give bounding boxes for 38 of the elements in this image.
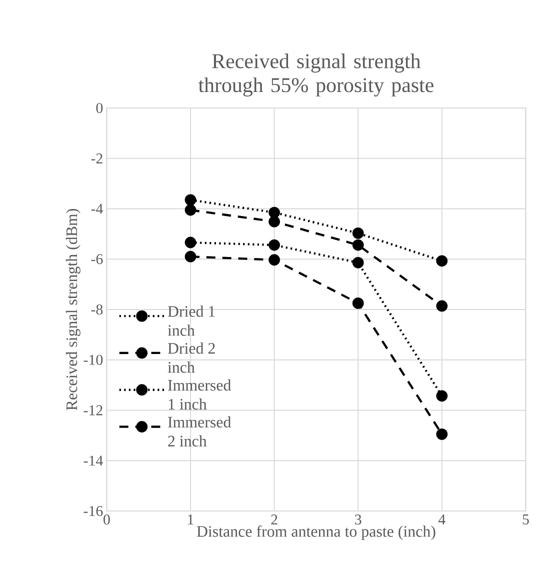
y-tick-label: -10: [84, 354, 103, 365]
y-tick-label: -16: [84, 506, 103, 516]
y-tick-label: -12: [84, 405, 102, 416]
point: [184, 236, 196, 248]
y-tick-label: -6: [91, 254, 103, 264]
x-tick-label: 1: [188, 514, 194, 524]
x-tick-label: 5: [522, 514, 529, 524]
x-tick-label: 4: [438, 514, 446, 524]
x-tick-label: 2: [271, 514, 278, 524]
y-tick-label: -2: [91, 153, 102, 164]
legend-label: Dried 2 inch: [168, 342, 215, 373]
point: [268, 206, 280, 218]
point: [352, 227, 364, 239]
x-tick-label: 0: [104, 514, 110, 525]
y-tick-label: -14: [84, 456, 103, 466]
x-tick-label: 3: [355, 514, 362, 525]
point: [184, 194, 196, 206]
point: [268, 239, 280, 251]
point: [436, 390, 448, 402]
point: [436, 300, 448, 312]
point: [352, 298, 364, 309]
point: [436, 255, 448, 267]
y-tick-label: -8: [91, 304, 103, 315]
y-tick-label: -4: [91, 204, 103, 214]
legend-label: Immersed 2 inch: [168, 416, 232, 447]
point: [436, 428, 448, 440]
point: [184, 204, 196, 216]
y-axis-title: Received signal strength (dBm): [66, 209, 80, 410]
point: [184, 250, 196, 262]
legend-label: Dried 1 inch: [168, 306, 215, 336]
point: [352, 256, 364, 268]
point: [268, 216, 280, 228]
point: [268, 254, 280, 266]
x-axis-title: Distance from antenna to paste (inch): [196, 525, 436, 540]
point: [352, 239, 364, 251]
legend-label: Immersed 1 inch: [168, 379, 232, 410]
y-tick-label: 0: [96, 102, 103, 114]
chart-title: Received signal strength through 55% porosity paste: [198, 54, 434, 96]
